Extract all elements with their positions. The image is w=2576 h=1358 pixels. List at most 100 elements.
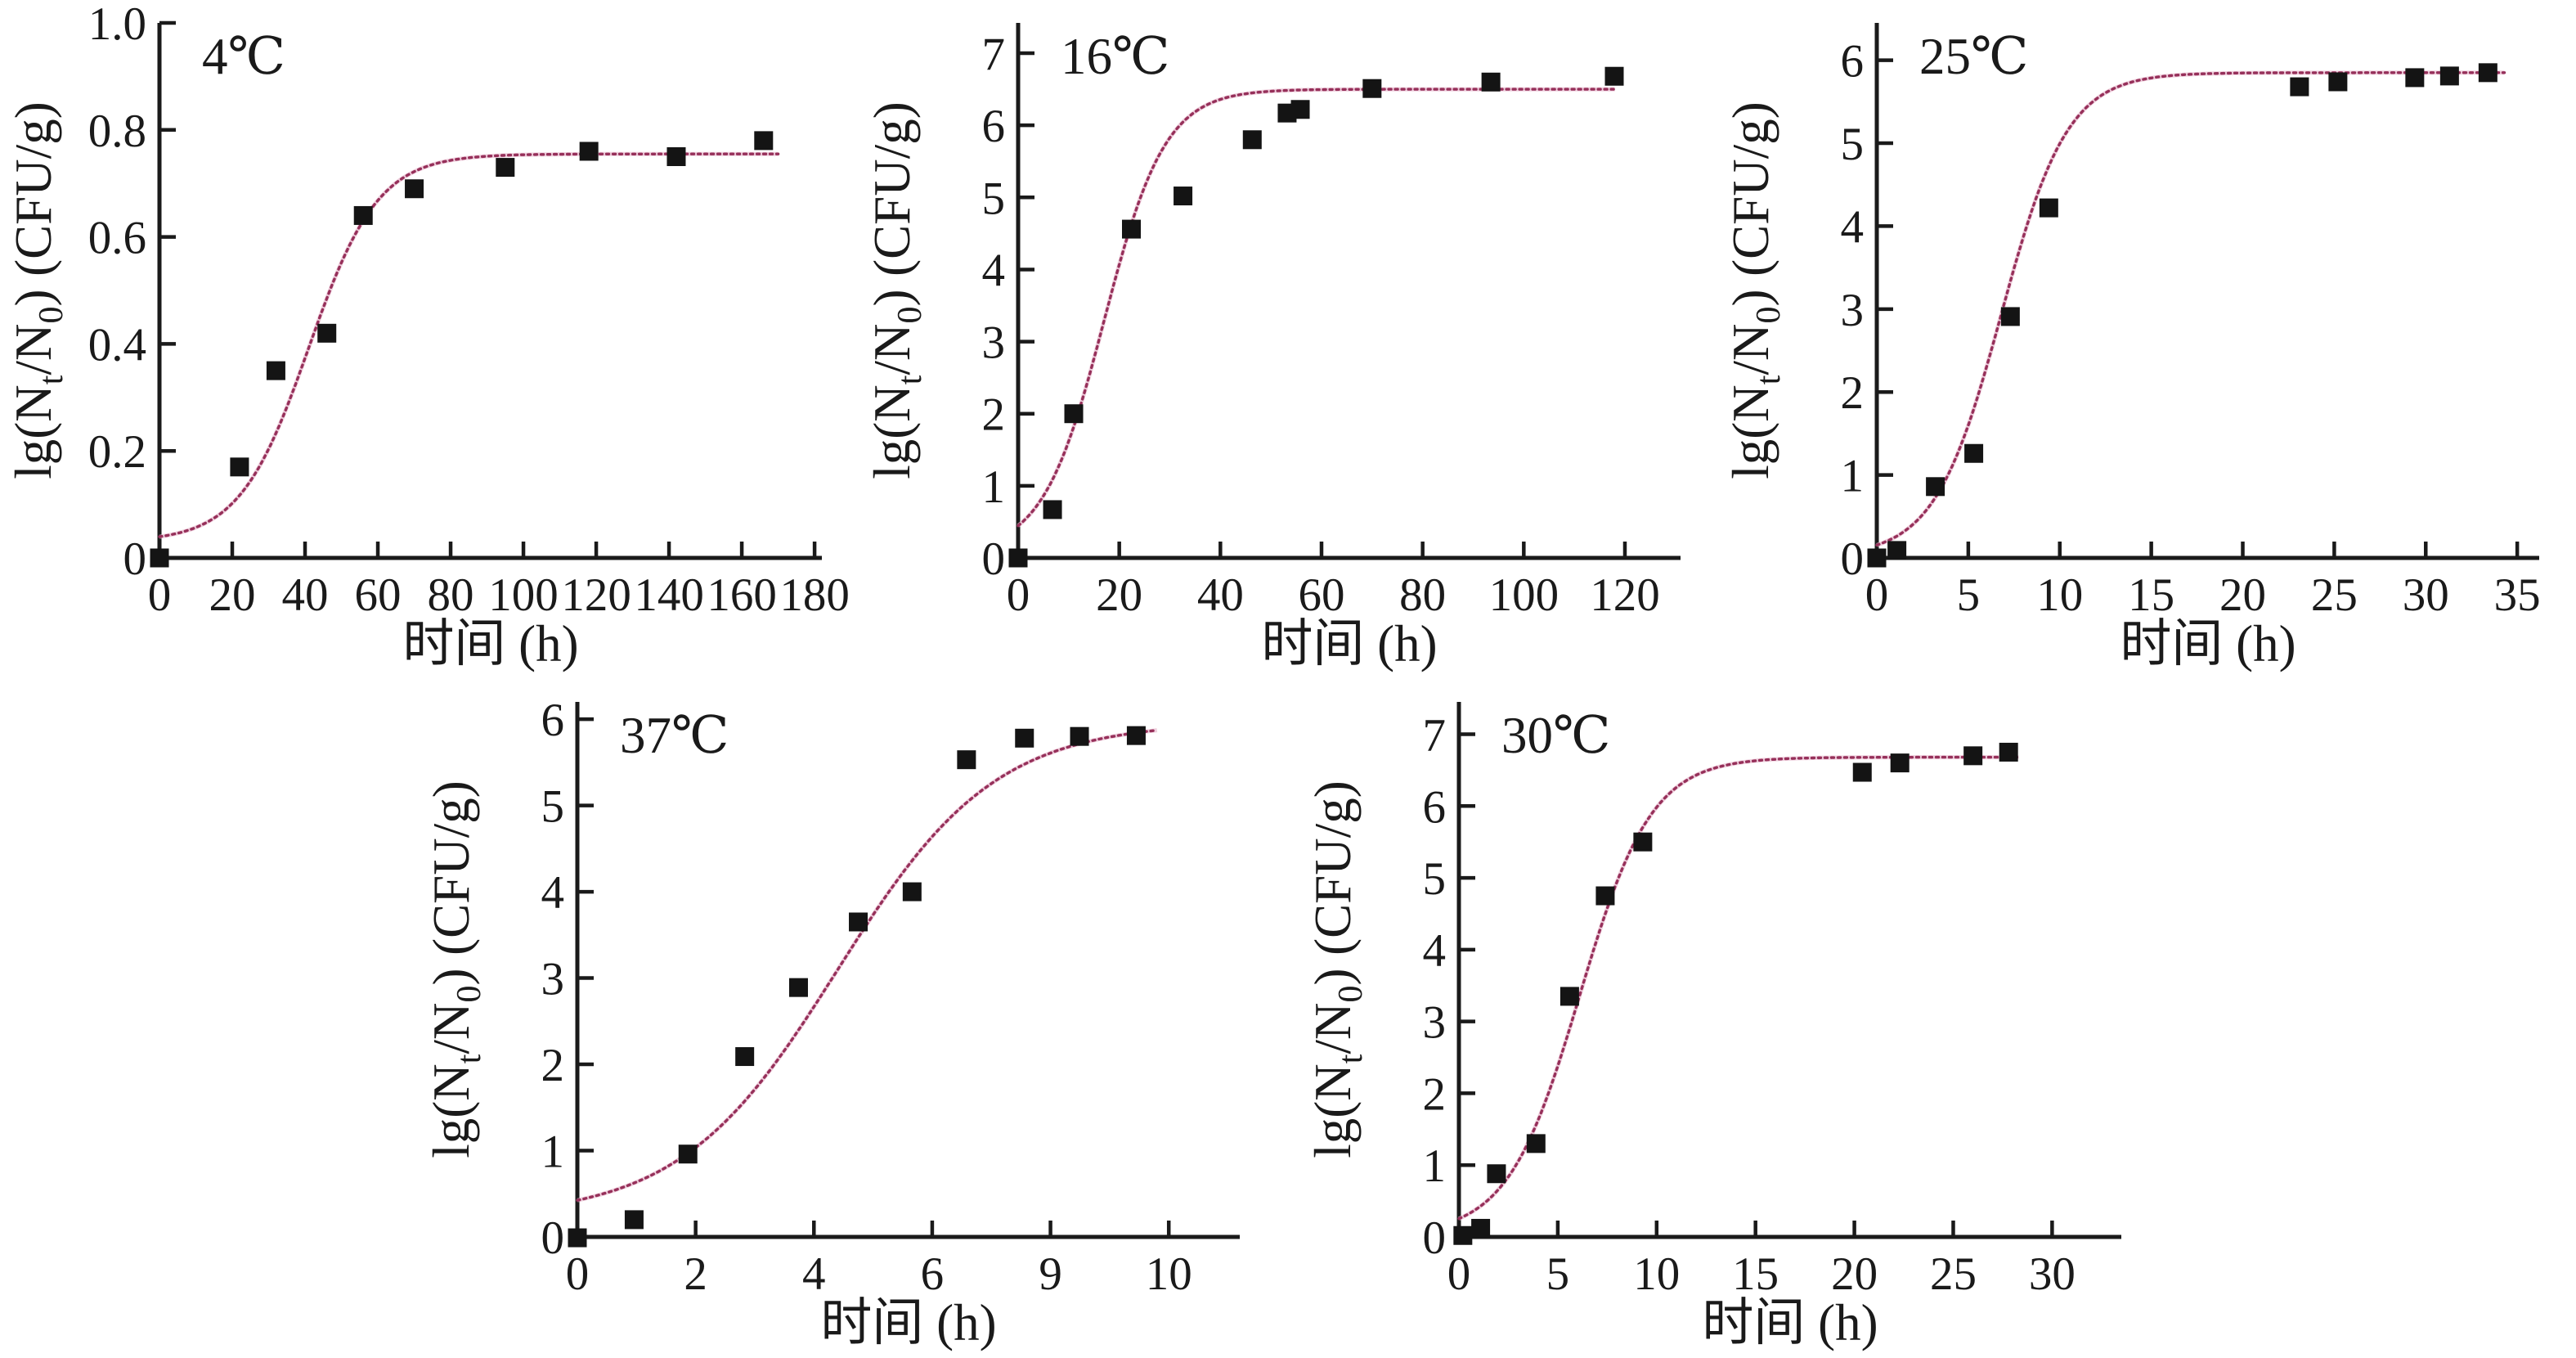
data-point (568, 1228, 587, 1248)
y-tick-label: 4 (982, 245, 1006, 296)
y-axis-label: lg(Nt/N0) (CFU/g) (1722, 101, 1788, 479)
data-point (1126, 726, 1146, 745)
axis-lines (157, 23, 822, 560)
x-tick-label: 120 (1590, 569, 1660, 621)
chart-4c: 0 20 40 60 80 100 120 140 160 180 0 0.2 0.4 0.6 0.8 1.0… (0, 0, 859, 679)
y-tick-label: 7 (1423, 710, 1447, 762)
data-point (496, 158, 515, 178)
data-point (1174, 187, 1193, 206)
data-point (1999, 742, 2018, 762)
x-tick-label: 20 (2219, 569, 2266, 621)
x-tick-label: 160 (707, 569, 777, 621)
x-tick-label: 0 (566, 1248, 590, 1300)
data-point (1633, 832, 1653, 852)
y-tick-label: 3 (541, 954, 565, 1005)
x-tick-label: 0 (1007, 569, 1030, 621)
data-point (1926, 477, 1945, 497)
fit-curve (1875, 71, 2506, 546)
x-tick-label: 6 (921, 1248, 945, 1300)
y-tick-label: 1 (1423, 1140, 1447, 1192)
x-tick-label: 60 (355, 569, 402, 621)
y-tick-label: 6 (1841, 36, 1865, 88)
chart-37c: 0 2 4 6 9 10 0 1 2 3 4 5 6 37℃ 时间 (h) lg(Nt/N0) (CFU/g) (418, 679, 1277, 1358)
data-point (1595, 886, 1615, 906)
chart-title: 4℃ (202, 28, 285, 85)
data-point (2478, 63, 2497, 83)
data-point (1890, 753, 1910, 773)
x-axis-label: 时间 (h) (2120, 615, 2296, 672)
data-point (2328, 72, 2348, 92)
data-point (1560, 987, 1579, 1006)
y-tick-label: 0 (1841, 533, 1865, 585)
x-tick-label: 10 (1146, 1248, 1192, 1300)
y-tick-label: 4 (1841, 201, 1865, 253)
y-tick-label: 2 (982, 389, 1006, 441)
data-point (150, 548, 169, 568)
data-point (2000, 307, 2020, 326)
bottom-row: 0 2 4 6 9 10 0 1 2 3 4 5 6 37℃ 时间 (h) lg(Nt/N0) (CFU/g)… (0, 679, 2576, 1358)
data-point (1043, 500, 1062, 519)
data-point (1290, 100, 1310, 119)
x-tick-label: 120 (561, 569, 631, 621)
y-axis-label: lg(Nt/N0) (CFU/g) (864, 101, 929, 479)
y-tick-label: 1.0 (88, 0, 146, 50)
chart-30c-canvas: 0 5 10 15 20 25 30 0 1 2 3 4 5 6 7 30℃ 时间 (h) lg(Nt/N0) (… (1304, 702, 2121, 1351)
data-point (317, 323, 337, 343)
chart-30c: 0 5 10 15 20 25 30 0 1 2 3 4 5 6 7 30℃ 时间 (h) lg(Nt/N0) (… (1299, 679, 2158, 1358)
axis-lines (1874, 23, 2539, 560)
y-tick-label: 2 (1423, 1068, 1447, 1120)
y-axis-label: lg(Nt/N0) (CFU/g) (423, 780, 488, 1158)
x-tick-label: 25 (2311, 569, 2358, 621)
x-tick-label: 15 (1732, 1248, 1779, 1300)
data-point (902, 882, 922, 902)
x-tick-label: 20 (1096, 569, 1142, 621)
y-tick-label: 7 (982, 29, 1006, 80)
y-tick-label: 1 (1841, 451, 1865, 502)
y-tick-label: 0.4 (88, 319, 146, 371)
top-row: 0 20 40 60 80 100 120 140 160 180 0 0.2 0.4 0.6 0.8 1.0… (0, 0, 2541, 679)
y-tick-label: 4 (541, 867, 565, 919)
data-point (1362, 79, 1382, 98)
data-point (579, 142, 599, 161)
data-point (1867, 548, 1887, 568)
x-axis-label: 时间 (h) (402, 615, 578, 672)
data-point (1008, 548, 1028, 568)
y-tick-label: 6 (982, 101, 1006, 152)
x-tick-label: 20 (209, 569, 256, 621)
data-point (754, 131, 774, 151)
chart-16c-canvas: 0 20 40 60 80 100 120 0 1 2 3 4 5 6 7 16℃ 时间 (h) lg(Nt/N0… (864, 23, 1681, 672)
chart-16c: 0 20 40 60 80 100 120 0 1 2 3 4 5 6 7 16℃ 时间 (h) lg(Nt/N0… (859, 0, 1717, 679)
data-point (1487, 1164, 1506, 1184)
x-tick-label: 10 (1633, 1248, 1680, 1300)
data-point (2405, 68, 2425, 88)
y-tick-label: 0.8 (88, 106, 146, 157)
axis-lines (1456, 702, 2121, 1239)
y-tick-label: 0 (982, 533, 1006, 585)
data-point (1481, 72, 1501, 92)
axis-lines (1016, 23, 1681, 560)
x-tick-label: 30 (2029, 1248, 2076, 1300)
y-tick-label: 2 (541, 1040, 565, 1091)
data-point (624, 1210, 644, 1230)
x-axis-label: 时间 (h) (820, 1294, 996, 1351)
chart-4c-canvas: 0 20 40 60 80 100 120 140 160 180 0 0.2 0.4 0.6 0.8 1.0… (5, 0, 850, 672)
y-tick-label: 0 (541, 1212, 565, 1264)
y-tick-label: 2 (1841, 367, 1865, 419)
x-tick-label: 10 (2036, 569, 2083, 621)
data-point (788, 978, 808, 997)
x-tick-label: 5 (1546, 1248, 1570, 1300)
data-point (1964, 443, 1984, 463)
data-point (2039, 198, 2058, 218)
data-point (1471, 1218, 1491, 1238)
data-point (1887, 541, 1907, 560)
x-tick-label: 4 (802, 1248, 826, 1300)
x-tick-label: 140 (634, 569, 704, 621)
chart-title: 25℃ (1919, 28, 2028, 85)
x-tick-label: 15 (2128, 569, 2174, 621)
y-tick-label: 5 (541, 781, 565, 833)
x-tick-label: 0 (148, 569, 172, 621)
x-tick-label: 80 (428, 569, 474, 621)
x-tick-label: 60 (1298, 569, 1344, 621)
data-point (266, 361, 285, 380)
data-point (1122, 219, 1142, 239)
